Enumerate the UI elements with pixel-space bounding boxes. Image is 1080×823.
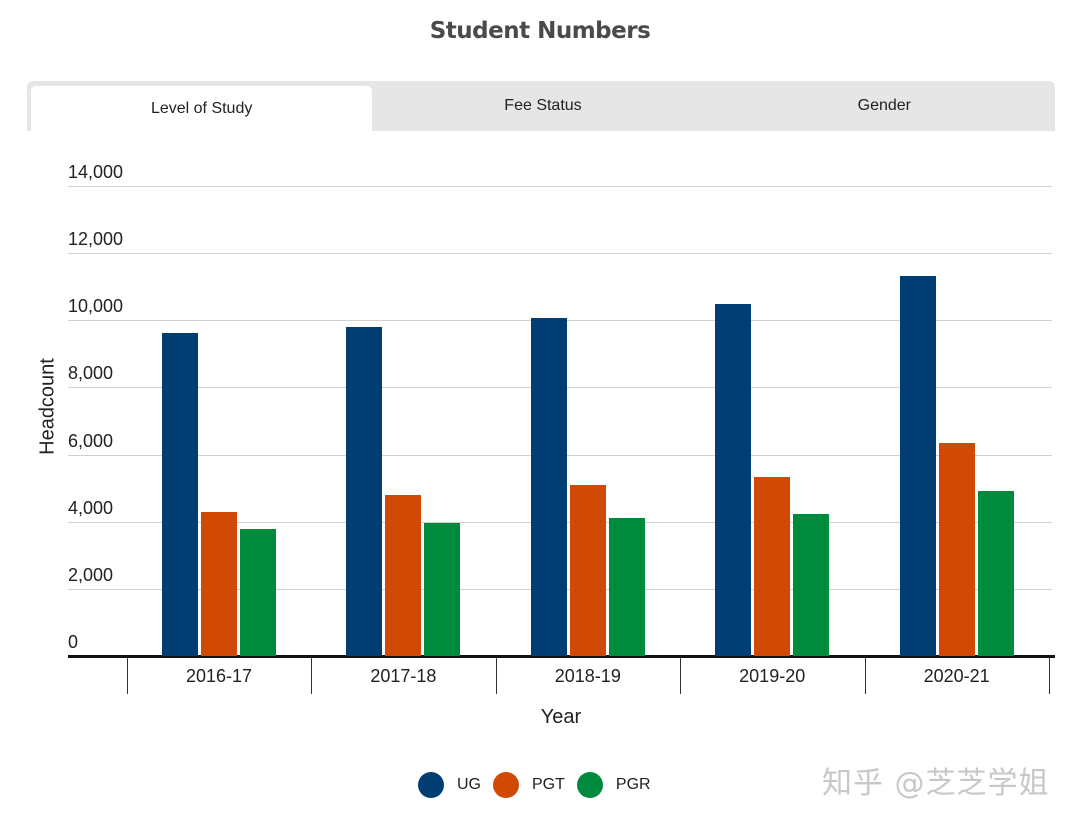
y-axis-title: Headcount — [36, 358, 59, 455]
y-tick-label: 4,000 — [68, 497, 114, 518]
x-tick-label: 2019-20 — [739, 666, 806, 686]
y-tick-label: 6,000 — [68, 430, 114, 451]
ug-swatch-icon — [418, 772, 444, 798]
bar-ug-2020-21[interactable] — [899, 275, 936, 656]
bar-pgt-2020-21[interactable] — [938, 443, 975, 656]
bar-pgr-2016-17[interactable] — [240, 529, 276, 656]
y-tick-label: 8,000 — [68, 363, 114, 384]
bar-pgr-2020-21[interactable] — [977, 491, 1014, 656]
bar-ug-2018-19[interactable] — [530, 317, 567, 656]
x-tick — [127, 658, 128, 694]
tab-bar: Level of Study Fee Status Gender — [27, 81, 1055, 131]
legend-item-pgr[interactable]: PGR — [576, 772, 651, 798]
watermark: 知乎 @芝芝学姐 — [822, 766, 1050, 801]
x-axis-line — [68, 655, 1055, 658]
x-tick — [680, 658, 682, 694]
pgr-swatch-icon — [576, 772, 603, 798]
x-tick-label: 2018-19 — [554, 666, 621, 686]
y-tick-label: 14,000 — [68, 162, 124, 182]
gridline — [68, 186, 1052, 187]
y-tick-label: 0 — [68, 632, 79, 652]
bar-pgr-2018-19[interactable] — [608, 518, 645, 656]
legend-item-pgt[interactable]: PGT — [493, 772, 565, 798]
legend-item-ug[interactable]: UG — [418, 772, 481, 798]
x-tick-label: 2016-17 — [185, 666, 253, 686]
pgt-swatch-icon — [493, 772, 519, 798]
y-tick-label: 10,000 — [68, 296, 124, 317]
bar-pgt-2016-17[interactable] — [201, 511, 237, 656]
bar-pgr-2019-20[interactable] — [793, 513, 830, 656]
bar-pgt-2018-19[interactable] — [569, 485, 606, 656]
y-tick-label: 12,000 — [68, 229, 124, 250]
tab-fee-status[interactable]: Fee Status — [504, 97, 582, 114]
x-tick-label: 2020-21 — [923, 666, 990, 686]
bar-pgr-2017-18[interactable] — [424, 523, 461, 656]
x-tick-label: 2017-18 — [370, 666, 437, 686]
tab-gender[interactable]: Gender — [857, 97, 911, 114]
x-tick — [864, 658, 866, 694]
x-axis-title: Year — [540, 706, 582, 728]
bar-ug-2019-20[interactable] — [715, 303, 752, 656]
y-tick-label: 2,000 — [68, 564, 114, 585]
tab-level-of-study[interactable]: Level of Study — [31, 86, 373, 131]
gridline — [68, 253, 1052, 255]
x-tick — [311, 658, 313, 694]
bar-pgt-2019-20[interactable] — [754, 477, 791, 656]
bar-ug-2016-17[interactable] — [162, 333, 198, 656]
bar-pgt-2017-18[interactable] — [385, 494, 422, 656]
bar-ug-2017-18[interactable] — [346, 327, 383, 656]
x-tick — [495, 658, 497, 694]
legend: UG PGT PGR — [418, 772, 663, 798]
x-tick — [1049, 658, 1050, 694]
chart-title: Student Numbers — [429, 18, 651, 44]
